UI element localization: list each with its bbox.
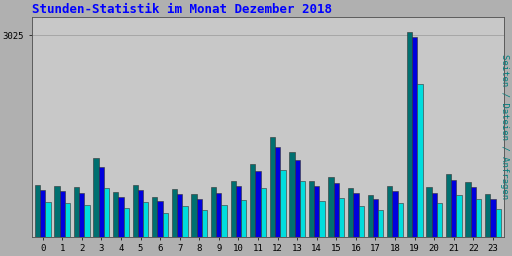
Bar [432,193,437,237]
Bar [46,202,51,237]
Bar [123,208,129,237]
Bar [339,198,344,237]
Bar [485,194,490,237]
Bar [398,203,403,237]
Bar [84,205,90,237]
Bar [230,181,236,237]
Bar [451,180,456,237]
Bar [392,191,398,237]
Bar [309,181,314,237]
Bar [476,199,481,237]
Bar [182,206,187,237]
Bar [222,205,227,237]
Bar [241,200,246,237]
Bar [328,177,334,237]
Bar [353,193,358,237]
Bar [426,187,432,237]
Bar [275,147,280,237]
Bar [456,195,462,237]
Bar [152,197,158,237]
Bar [202,210,207,237]
Bar [118,197,123,237]
Bar [163,213,168,237]
Bar [261,188,266,237]
Bar [373,199,378,237]
Bar [177,194,182,237]
Bar [407,31,412,237]
Bar [358,206,364,237]
Bar [490,199,496,237]
Bar [289,152,294,237]
Bar [250,164,255,237]
Bar [94,158,99,237]
Bar [172,189,177,237]
Bar [236,186,241,237]
Bar [314,186,319,237]
Bar [65,203,70,237]
Bar [138,190,143,237]
Bar [368,195,373,237]
Bar [79,193,84,237]
Bar [133,185,138,237]
Bar [319,201,325,237]
Bar [294,160,300,237]
Bar [378,210,383,237]
Bar [54,186,59,237]
Bar [158,201,163,237]
Bar [471,187,476,237]
Bar [465,182,471,237]
Bar [104,188,110,237]
Bar [113,192,118,237]
Bar [417,83,422,237]
Bar [300,181,305,237]
Bar [387,186,392,237]
Bar [437,203,442,237]
Bar [59,191,65,237]
Bar [191,194,197,237]
Bar [446,174,451,237]
Bar [99,167,104,237]
Bar [40,190,46,237]
Bar [211,187,216,237]
Bar [412,37,417,237]
Bar [35,185,40,237]
Text: Stunden-Statistik im Monat Dezember 2018: Stunden-Statistik im Monat Dezember 2018 [32,3,332,16]
Bar [216,193,222,237]
Bar [197,199,202,237]
Bar [280,170,286,237]
Bar [270,137,275,237]
Y-axis label: Seiten / Dateien / Anfragen: Seiten / Dateien / Anfragen [500,54,509,199]
Bar [143,202,148,237]
Bar [255,171,261,237]
Bar [334,183,339,237]
Bar [74,187,79,237]
Bar [496,209,501,237]
Bar [348,188,353,237]
